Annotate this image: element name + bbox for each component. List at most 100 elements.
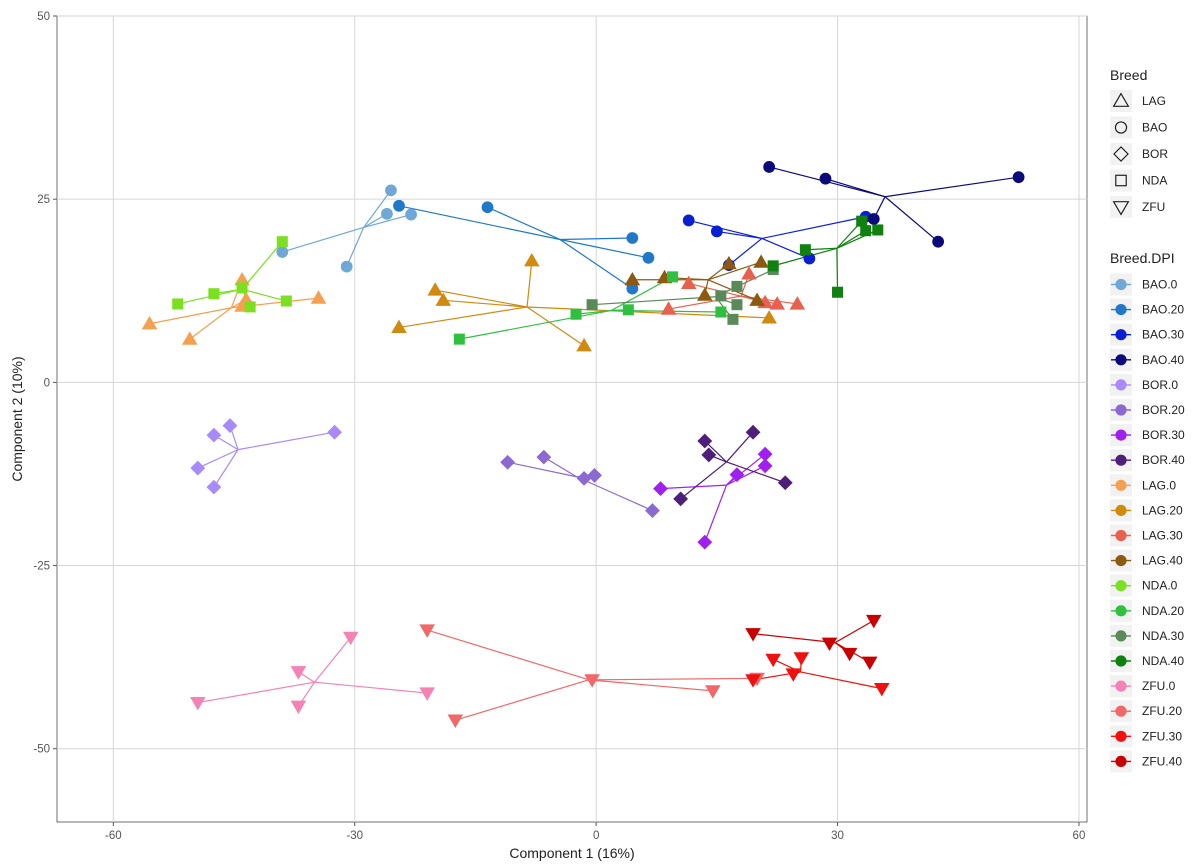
spoke-line	[346, 227, 365, 267]
x-tick-label: -60	[105, 830, 122, 842]
data-point	[682, 214, 695, 227]
spoke-line	[559, 237, 633, 241]
data-point	[653, 481, 668, 497]
data-point	[570, 308, 582, 320]
y-axis-ticks: -50 -25 0 25 50	[33, 11, 57, 756]
spoke-line	[800, 671, 882, 690]
data-point	[785, 668, 802, 682]
data-point	[753, 254, 769, 268]
legend-color-key	[1115, 705, 1127, 717]
legend-series-label: ZFU.40	[1142, 754, 1182, 768]
data-point	[715, 290, 727, 302]
legend-color-key	[1115, 555, 1127, 567]
legend-series-label: BOR.20	[1142, 403, 1185, 417]
legend-color-key	[1115, 580, 1127, 592]
spoke-line	[680, 461, 727, 500]
data-point	[697, 433, 713, 449]
legend-shape-label: BAO	[1142, 121, 1167, 135]
spoke-line	[726, 453, 766, 486]
data-point	[1012, 171, 1025, 184]
data-point	[731, 280, 743, 292]
legend-color-key	[1115, 655, 1127, 667]
spoke-line	[398, 306, 528, 329]
legend-color-key	[1115, 454, 1127, 466]
data-point	[821, 637, 838, 652]
data-point	[280, 295, 292, 307]
data-point	[701, 447, 717, 463]
data-point	[697, 534, 713, 550]
spoke-line	[241, 288, 287, 302]
legend-color-key	[1115, 479, 1127, 491]
data-point	[745, 424, 761, 440]
spoke-line	[213, 449, 239, 488]
data-point	[435, 292, 452, 306]
spoke-line	[507, 461, 577, 478]
spoke-line	[149, 307, 232, 325]
legend-series-label: NDA.20	[1142, 604, 1184, 618]
data-point	[645, 503, 660, 519]
x-axis-title: Component 1 (16%)	[509, 845, 634, 861]
legend-series-label: ZFU.0	[1142, 679, 1176, 693]
legend-key-background	[1110, 169, 1132, 192]
data-point	[427, 282, 443, 296]
data-point	[721, 255, 737, 270]
x-tick-label: 30	[831, 830, 844, 842]
spoke-line	[526, 260, 533, 308]
data-point	[500, 454, 516, 470]
data-point	[660, 301, 677, 315]
data-point	[190, 696, 206, 711]
data-point	[705, 685, 721, 699]
legend-color-key	[1115, 329, 1127, 341]
data-point	[680, 275, 697, 290]
legend-series-label: LAG.30	[1142, 529, 1183, 543]
legend-color-key	[1115, 605, 1127, 617]
data-point	[276, 236, 288, 248]
legend-color-key	[1115, 755, 1127, 768]
legend-color-key	[1115, 354, 1127, 366]
data-point	[727, 313, 739, 325]
data-point	[523, 252, 540, 267]
spoke-line	[688, 219, 763, 240]
data-point	[667, 271, 679, 283]
data-point	[757, 446, 773, 462]
data-point	[381, 207, 393, 220]
data-point	[872, 224, 884, 236]
data-point	[342, 631, 359, 646]
data-point	[626, 282, 639, 295]
legend-color-key	[1115, 304, 1127, 316]
y-tick-label: 25	[37, 194, 50, 206]
data-point	[290, 700, 307, 715]
spoke-line	[282, 226, 364, 253]
data-point	[745, 628, 761, 642]
data-point	[860, 225, 872, 237]
breed-shape-legend: Breed LAG BAO BOR NDA ZFU	[1106, 62, 1186, 222]
shape-legend-title: Breed	[1110, 67, 1147, 83]
data-point	[234, 271, 250, 286]
data-point	[932, 235, 945, 248]
spoke-line	[241, 241, 283, 290]
legend-color-key	[1115, 404, 1127, 416]
legend-series-label: BAO.40	[1142, 353, 1184, 367]
spoke-line	[314, 636, 352, 683]
data-point	[172, 298, 184, 310]
data-point	[453, 333, 465, 345]
data-point	[761, 310, 777, 324]
spoke-line	[197, 681, 315, 704]
legend-shape-key	[1112, 92, 1130, 107]
legend-series-label: LAG.20	[1142, 503, 1183, 517]
data-point	[208, 288, 220, 300]
legend-series-label: LAG.0	[1142, 478, 1176, 492]
data-point	[769, 296, 785, 310]
spoke-line	[704, 484, 728, 543]
data-point	[481, 201, 494, 214]
data-point	[777, 475, 793, 491]
data-point	[757, 458, 773, 474]
y-tick-label: 0	[44, 377, 50, 389]
legend-color-key	[1115, 278, 1127, 291]
legend-shape-label: BOR	[1142, 147, 1168, 161]
data-point	[586, 299, 598, 311]
data-point	[587, 468, 602, 483]
spoke-line	[526, 306, 585, 347]
data-point	[745, 674, 761, 688]
data-point	[276, 246, 289, 258]
